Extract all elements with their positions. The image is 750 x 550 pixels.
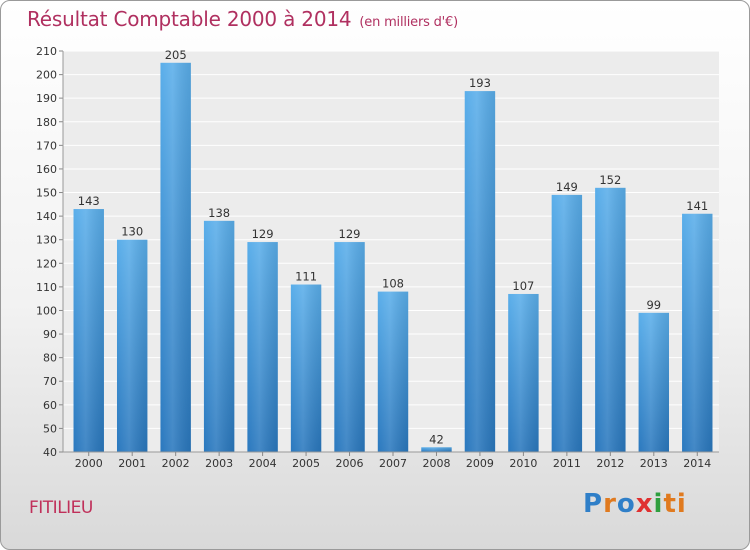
data-label-2004: 129 bbox=[252, 227, 274, 241]
bar-shade-2009 bbox=[464, 91, 496, 452]
logo-letter: x bbox=[635, 489, 654, 519]
y-tick-label: 160 bbox=[36, 163, 57, 176]
logo-letter: r bbox=[603, 489, 617, 519]
bar-shade-2013 bbox=[638, 312, 670, 452]
y-tick-label: 90 bbox=[43, 328, 57, 341]
y-tick-label: 190 bbox=[36, 92, 57, 105]
y-tick-label: 40 bbox=[43, 446, 57, 459]
y-tick-label: 200 bbox=[36, 69, 57, 82]
x-tick-label: 2011 bbox=[553, 457, 581, 470]
y-tick-label: 50 bbox=[43, 422, 57, 435]
x-tick-label: 2012 bbox=[596, 457, 624, 470]
chart-title-text: Résultat Comptable 2000 à 2014 bbox=[27, 7, 352, 31]
y-tick-label: 80 bbox=[43, 352, 57, 365]
y-tick-label: 60 bbox=[43, 399, 57, 412]
y-tick-label: 210 bbox=[36, 45, 57, 58]
x-tick-label: 2009 bbox=[466, 457, 494, 470]
x-tick-label: 2005 bbox=[292, 457, 320, 470]
y-tick-label: 150 bbox=[36, 187, 57, 200]
data-label-2003: 138 bbox=[208, 206, 230, 220]
x-tick-label: 2008 bbox=[422, 457, 450, 470]
bar-shade-2006 bbox=[334, 242, 365, 452]
bar-shade-2014 bbox=[682, 213, 713, 452]
data-label-2014: 141 bbox=[686, 199, 708, 213]
x-tick-label: 2006 bbox=[336, 457, 364, 470]
bar-shade-2011 bbox=[551, 194, 583, 452]
logo-letter: i bbox=[653, 489, 664, 519]
bar-shade-2007 bbox=[377, 291, 409, 452]
x-tick-label: 2004 bbox=[249, 457, 277, 470]
data-label-2000: 143 bbox=[78, 194, 100, 208]
x-tick-label: 2001 bbox=[118, 457, 146, 470]
x-tick-label: 2002 bbox=[162, 457, 190, 470]
y-tick-label: 120 bbox=[36, 257, 57, 270]
y-tick-label: 100 bbox=[36, 304, 57, 317]
data-label-2008: 42 bbox=[429, 432, 444, 446]
bar-shade-2008 bbox=[421, 447, 452, 452]
data-label-2002: 205 bbox=[165, 48, 187, 62]
y-tick-label: 180 bbox=[36, 116, 57, 129]
bar-shade-2000 bbox=[73, 209, 104, 452]
logo-letter: ti bbox=[663, 489, 687, 519]
x-tick-label: 2000 bbox=[75, 457, 103, 470]
bar-shade-2001 bbox=[116, 239, 148, 452]
chart-subtitle: (en milliers d'€) bbox=[359, 15, 458, 30]
data-label-2001: 130 bbox=[121, 225, 143, 239]
bar-shade-2004 bbox=[247, 242, 278, 452]
bar-shade-2010 bbox=[508, 293, 539, 452]
y-tick-label: 140 bbox=[36, 210, 57, 223]
y-tick-label: 70 bbox=[43, 375, 57, 388]
commune-name: FITILIEU bbox=[29, 498, 93, 518]
bar-shade-2012 bbox=[595, 187, 626, 452]
x-tick-label: 2014 bbox=[683, 457, 711, 470]
x-tick-label: 2007 bbox=[379, 457, 407, 470]
data-label-2012: 152 bbox=[599, 173, 621, 187]
y-tick-label: 170 bbox=[36, 139, 57, 152]
chart-title: Résultat Comptable 2000 à 2014 (en millie… bbox=[27, 7, 458, 31]
data-label-2009: 193 bbox=[469, 76, 491, 90]
data-label-2013: 99 bbox=[646, 298, 661, 312]
y-tick-label: 130 bbox=[36, 234, 57, 247]
data-label-2007: 108 bbox=[382, 277, 404, 291]
bar-shade-2005 bbox=[290, 284, 322, 452]
bar-shade-2002 bbox=[160, 62, 191, 452]
x-tick-label: 2003 bbox=[205, 457, 233, 470]
proxiti-logo: Proxiti bbox=[583, 489, 687, 519]
data-label-2006: 129 bbox=[339, 227, 361, 241]
bar-shade-2003 bbox=[203, 220, 235, 452]
x-tick-label: 2013 bbox=[640, 457, 668, 470]
x-tick-label: 2010 bbox=[509, 457, 537, 470]
data-label-2011: 149 bbox=[556, 180, 578, 194]
logo-letter: P bbox=[583, 489, 604, 519]
data-label-2005: 111 bbox=[295, 270, 317, 284]
data-label-2010: 107 bbox=[512, 279, 534, 293]
logo-letter: o bbox=[616, 489, 636, 519]
y-tick-label: 110 bbox=[36, 281, 57, 294]
